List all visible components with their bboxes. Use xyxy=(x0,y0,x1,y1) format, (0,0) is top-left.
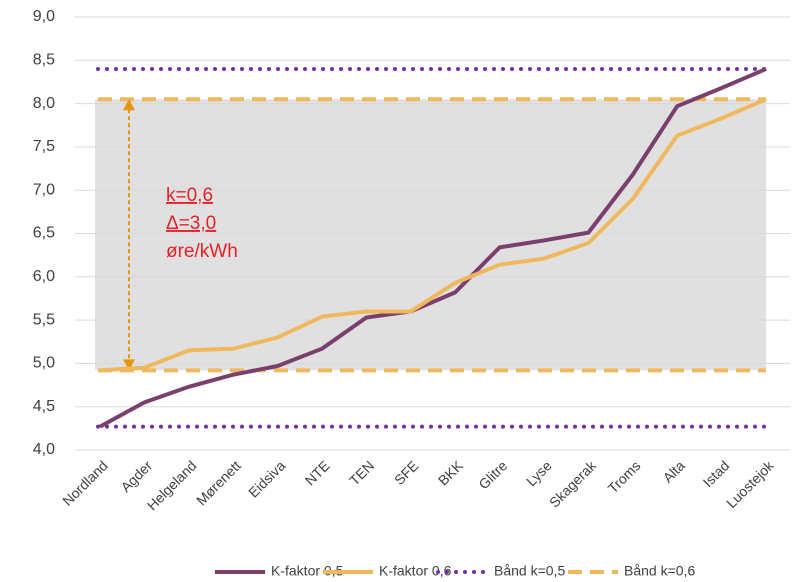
x-tick-label: Lyse xyxy=(523,457,555,489)
x-tick-label: SFE xyxy=(391,457,422,488)
x-tick-label: Skagerak xyxy=(546,457,600,511)
x-tick-label: Troms xyxy=(605,457,644,496)
y-tick-label: 4,0 xyxy=(33,441,55,458)
x-tick-label: Luostejok xyxy=(723,457,777,511)
y-tick-label: 7,5 xyxy=(33,138,55,155)
x-tick-label: Istad xyxy=(700,457,733,490)
arrow-head xyxy=(123,359,135,371)
y-tick-label: 8,0 xyxy=(33,95,55,112)
x-tick-label: Nordland xyxy=(59,457,110,508)
x-tick-label: Mørenett xyxy=(193,457,244,508)
legend-label: K-faktor 0,5 xyxy=(271,563,344,579)
x-tick-label: TEN xyxy=(346,457,377,488)
y-tick-label: 8,5 xyxy=(33,52,55,69)
x-tick-label: BKK xyxy=(435,457,467,489)
x-tick-label: Glitre xyxy=(475,457,510,492)
band-area xyxy=(95,99,766,371)
y-tick-label: 5,0 xyxy=(33,355,55,372)
y-tick-label: 7,0 xyxy=(33,181,55,198)
x-tick-label: Eidsiva xyxy=(245,457,288,500)
y-tick-label: 6,5 xyxy=(33,225,55,242)
annotation-text: k=0,6 xyxy=(166,185,213,206)
x-tick-label: NTE xyxy=(302,457,333,488)
legend-label: K-faktor 0,6 xyxy=(379,563,452,579)
x-tick-label: Agder xyxy=(117,457,155,495)
series-line xyxy=(99,97,767,373)
arrow-head xyxy=(123,99,135,111)
annotation-text: øre/kWh xyxy=(166,241,238,262)
legend-label: Bånd k=0,6 xyxy=(624,563,695,579)
series-line xyxy=(99,67,767,429)
y-tick-label: 6,0 xyxy=(33,268,55,285)
y-tick-label: 5,5 xyxy=(33,311,55,328)
y-tick-label: 9,0 xyxy=(33,8,55,25)
annotation-text: Δ=3,0 xyxy=(166,213,216,234)
x-tick-label: Alta xyxy=(660,457,689,486)
legend-label: Bånd k=0,5 xyxy=(494,563,565,579)
y-tick-label: 4,5 xyxy=(33,398,55,415)
